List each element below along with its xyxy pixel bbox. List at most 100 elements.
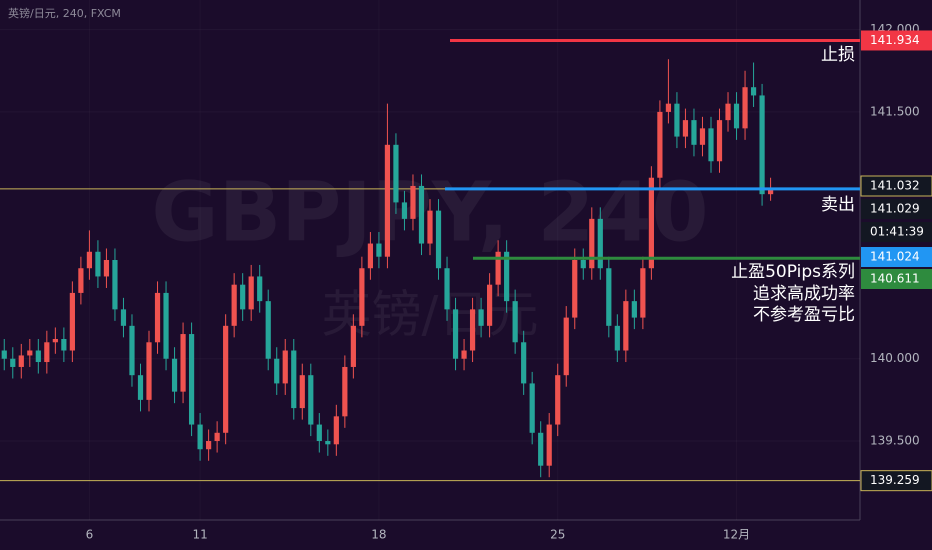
watermark: 英镑/日元 [322,286,539,344]
price-tag [860,470,932,492]
candle-body [546,424,552,466]
candle-body [78,268,84,293]
annotation: 止盈50Pips系列 [731,262,855,282]
price-tag-label: 141.032 [870,179,920,193]
candle-body [223,325,229,433]
price-tag [861,30,932,51]
candle-body [171,358,178,392]
countdown-label: 01:41:39 [870,225,924,239]
candle-body [188,334,195,425]
candle-body [27,350,33,356]
candle-body [555,375,561,425]
candle-body [504,251,510,302]
x-tick-label: 25 [550,528,565,542]
candle-body [325,441,331,445]
price-tag [861,199,932,219]
candle-body [384,144,391,257]
candle-body [512,301,518,343]
candle-body [333,416,339,445]
candle-body [103,260,110,277]
candle-body [418,185,425,244]
candle-body [691,120,697,145]
candle-body [640,268,646,318]
candle-body [580,260,586,269]
candle-body [452,309,459,359]
y-tick-label: 141.500 [870,104,920,118]
candle-body [265,301,271,359]
annotation: 卖出 [821,195,855,215]
candle-body [120,309,127,326]
candle-body [350,325,356,367]
candle-body [206,441,212,450]
candle-body [401,202,408,219]
candle-body [767,189,774,195]
price-tag-label: 139.259 [870,473,920,487]
candle-body [291,350,297,409]
candle-body [154,292,161,343]
candle-body [274,358,280,384]
candle-body [521,342,527,384]
candle-body [146,342,152,400]
candle-body [393,144,399,203]
candle-body [759,95,765,195]
candle-body [461,350,467,359]
candle-body [342,366,348,417]
candle-body [248,276,254,310]
candle-body [478,309,484,326]
candle-body [708,128,714,162]
candle-body [469,309,476,351]
candle-body [623,301,629,351]
price-tag [860,175,932,197]
candle-body [750,87,757,96]
header: 英镑/日元, 240, FXCM [8,6,121,20]
candle-body [674,103,680,137]
candle-body [572,260,578,318]
x-tick-label: 6 [86,528,94,542]
candle-body [240,284,246,310]
x-tick-label: 18 [371,528,386,542]
candle-body [299,375,305,409]
candle-body [1,350,7,359]
candle-body [487,284,493,326]
candle-body [95,251,101,277]
candle-body [180,334,186,392]
candle-body [44,342,50,363]
price-tag-label: 141.934 [870,33,920,47]
candle-body [18,355,24,367]
price-tag-label: 141.029 [870,202,920,216]
candle-body [35,350,41,363]
candle-body [427,210,433,244]
candle-body [367,243,373,269]
candle-body [606,268,612,326]
candle-body [214,432,220,442]
candle-body [657,111,663,178]
candle-body [308,375,314,425]
candle-body [538,432,544,466]
candle-body [529,383,535,433]
annotation: 不参考盈亏比 [753,305,855,325]
candle-body [376,243,382,257]
candle-body [733,103,740,129]
countdown [861,222,932,242]
candle-body [231,284,237,326]
candle-body [648,177,654,269]
candle-body [86,251,93,269]
candle-body [197,424,203,450]
price-tag [861,247,932,267]
candle-body [614,325,620,351]
candle-body [631,301,637,318]
candle-body [282,350,288,384]
candle-body [725,103,731,121]
candle-body [495,251,501,285]
x-tick-label: 11 [192,528,207,542]
candle-body [597,218,603,269]
candle-body [257,276,263,302]
candle-body [435,210,442,269]
y-tick-label: 140.000 [870,351,920,365]
candle-body [137,375,144,400]
price-tag-label: 141.024 [870,250,920,264]
candle-body [129,325,135,376]
price-tag [861,269,932,289]
